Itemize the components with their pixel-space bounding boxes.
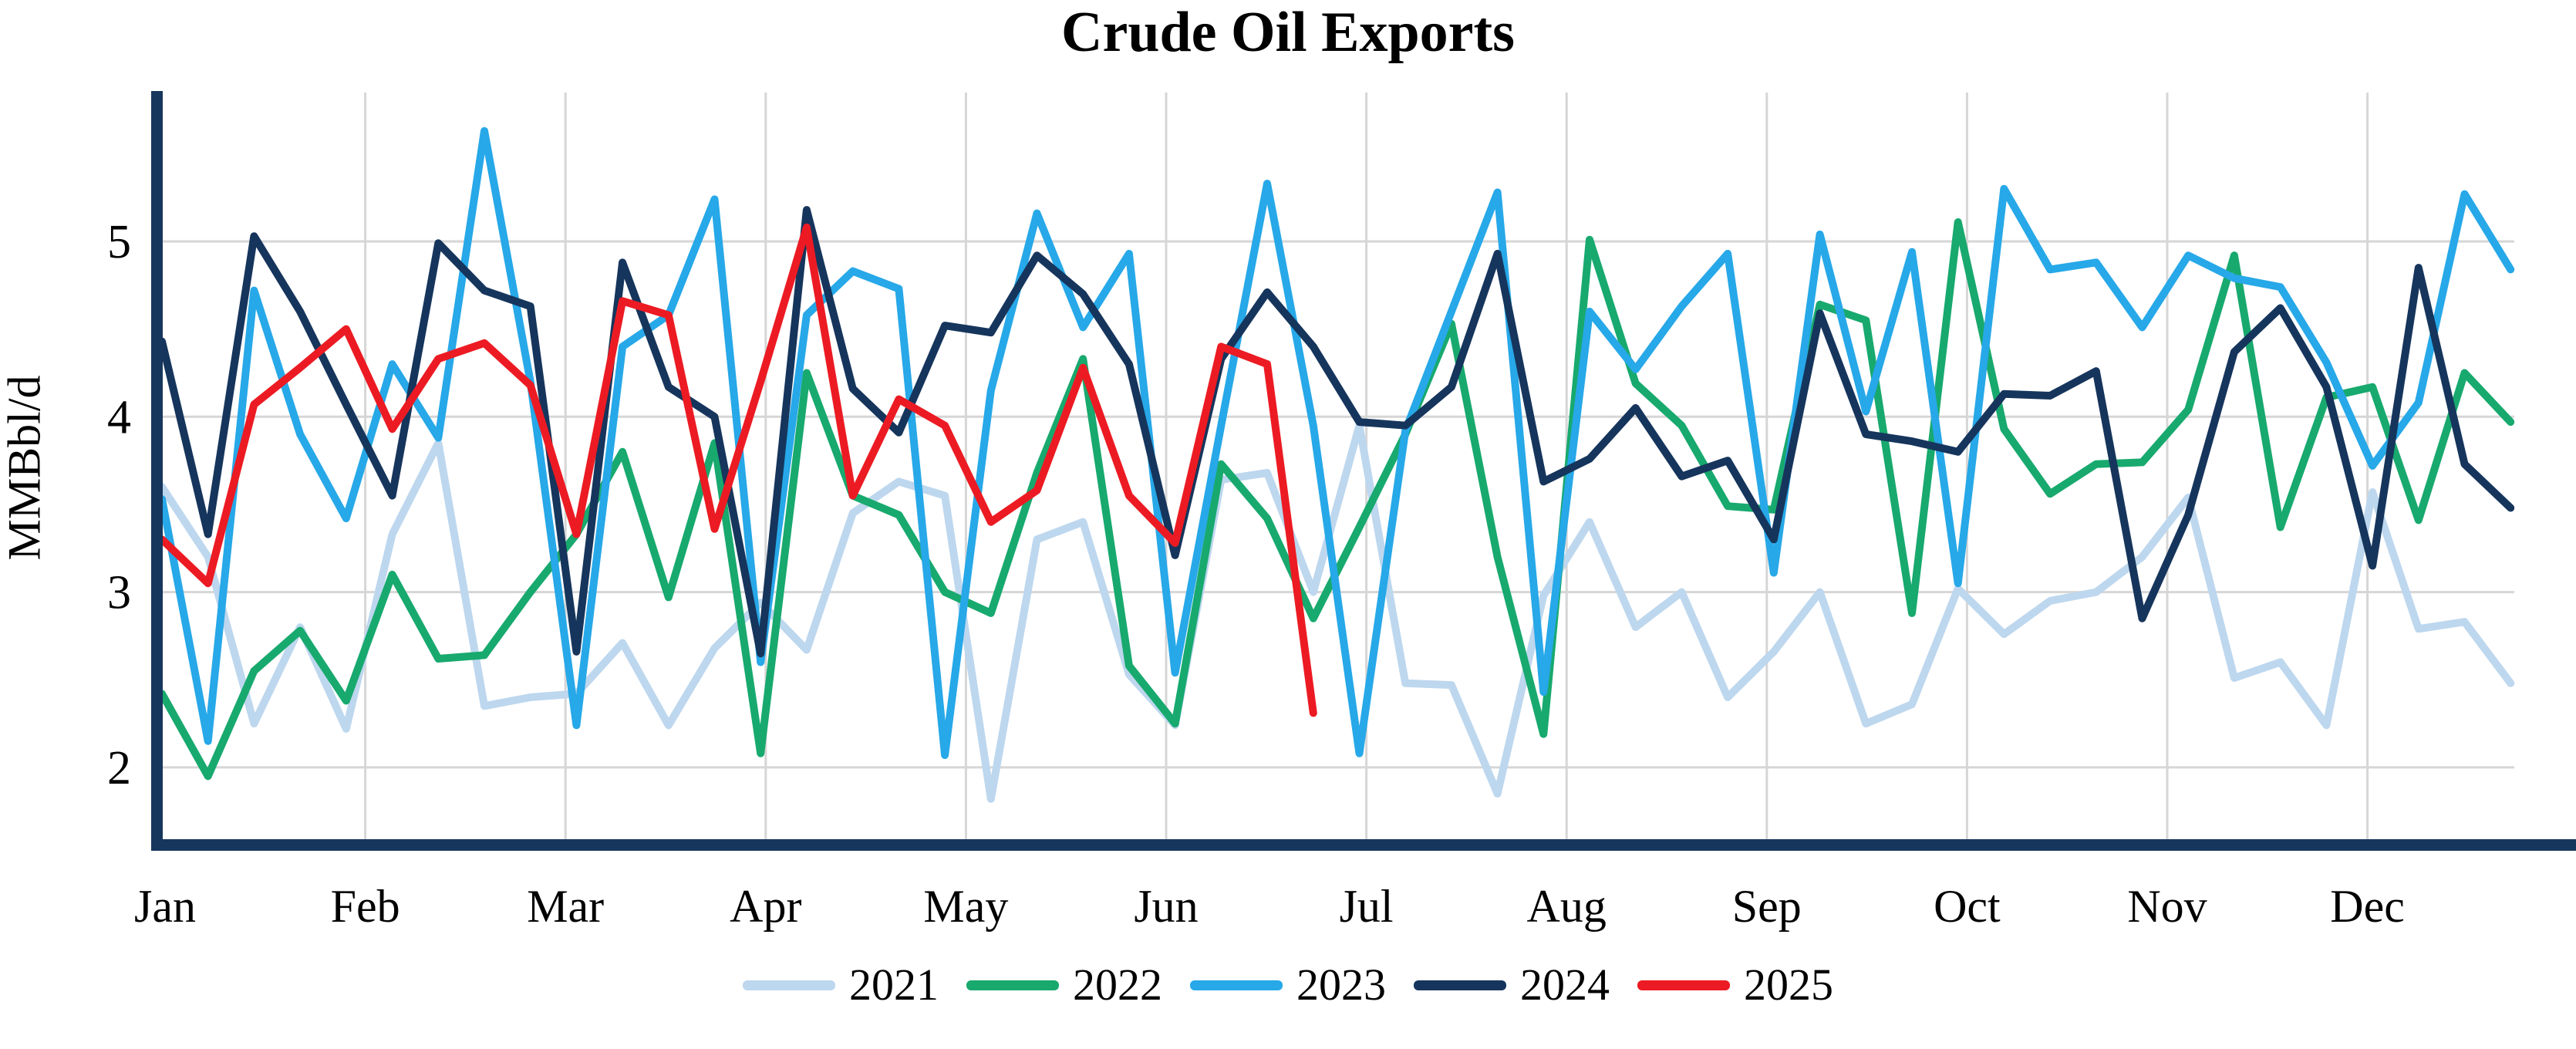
- chart-legend: 2021 2022 2023 2024 2025: [0, 963, 2576, 1007]
- legend-swatch-2021: [743, 980, 835, 990]
- x-label-Nov: Nov: [2127, 881, 2207, 932]
- y-tick-label-3: 3: [107, 567, 131, 619]
- x-label-May: May: [923, 881, 1008, 932]
- x-label-Jul: Jul: [1340, 881, 1394, 932]
- legend-item-2024: 2024: [1414, 963, 1610, 1007]
- legend-label-2021: 2021: [849, 960, 939, 1010]
- y-axis-spine: [151, 91, 163, 850]
- y-tick-label-5: 5: [107, 216, 131, 268]
- x-label-Jun: Jun: [1134, 881, 1198, 932]
- x-label-Oct: Oct: [1934, 881, 2001, 932]
- y-tick-label-4: 4: [107, 391, 131, 444]
- x-label-Mar: Mar: [527, 881, 604, 932]
- x-label-Sep: Sep: [1732, 881, 1802, 932]
- x-axis-baseline: [151, 839, 2576, 851]
- legend-swatch-2025: [1637, 980, 1730, 990]
- legend-label-2024: 2024: [1520, 960, 1610, 1010]
- legend-item-2023: 2023: [1190, 963, 1386, 1007]
- legend-item-2021: 2021: [743, 963, 939, 1007]
- legend-label-2023: 2023: [1296, 960, 1386, 1010]
- legend-item-2022: 2022: [966, 963, 1162, 1007]
- x-label-Apr: Apr: [730, 881, 801, 932]
- legend-item-2025: 2025: [1637, 963, 1833, 1007]
- x-label-Aug: Aug: [1527, 881, 1607, 932]
- series-line-2024: [158, 206, 2515, 658]
- legend-swatch-2022: [966, 980, 1059, 990]
- legend-swatch-2023: [1190, 980, 1283, 990]
- series-line-2025: [158, 223, 1317, 717]
- legend-label-2025: 2025: [1744, 960, 1833, 1010]
- x-label-Jan: Jan: [134, 881, 196, 932]
- legend-label-2022: 2022: [1073, 960, 1162, 1010]
- x-label-Dec: Dec: [2330, 881, 2405, 932]
- legend-swatch-2024: [1414, 980, 1506, 990]
- series-line-2021: [158, 421, 2515, 803]
- chart-title: Crude Oil Exports: [1061, 1, 1515, 64]
- y-tick-label-2: 2: [107, 742, 131, 794]
- series-line-2023: [158, 126, 2515, 759]
- x-label-Feb: Feb: [331, 881, 400, 932]
